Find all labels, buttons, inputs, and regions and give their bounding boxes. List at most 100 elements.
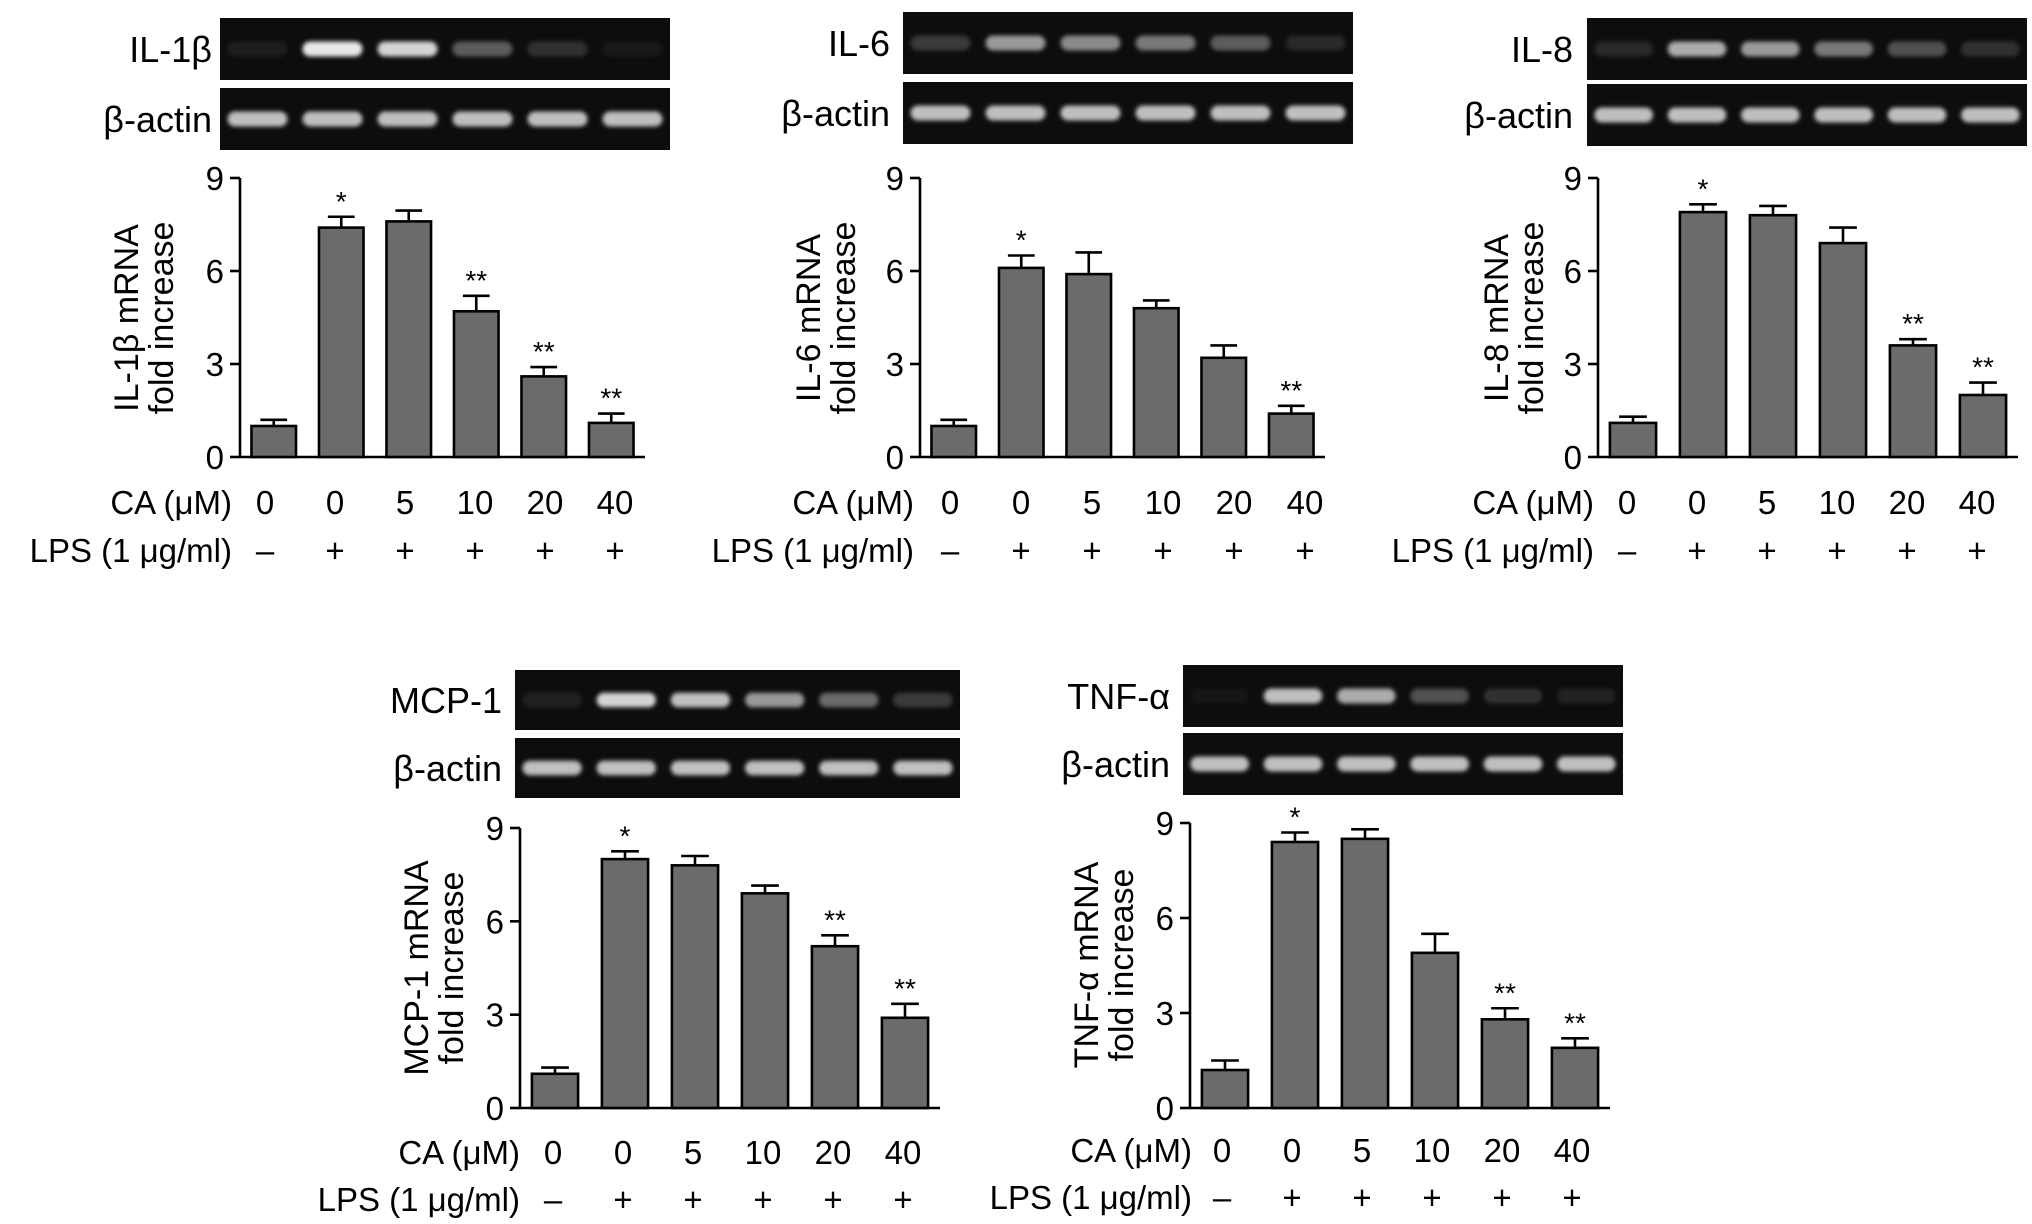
lps-value: +: [1827, 532, 1846, 569]
lps-value: –: [941, 532, 960, 569]
significance-mark: **: [465, 265, 487, 296]
ca-row-label: CA (μM): [110, 484, 232, 521]
lps-value: +: [753, 1181, 772, 1218]
y-tick-label: 3: [1156, 995, 1174, 1032]
ca-value: 20: [1484, 1132, 1521, 1169]
gel-control-frame: [515, 738, 960, 798]
gel-band: [819, 692, 879, 708]
gel-band: [670, 760, 731, 776]
gel-band: [1557, 688, 1616, 704]
gel-band: [1337, 756, 1396, 772]
ca-value: 40: [885, 1134, 922, 1171]
y-tick-label: 9: [206, 160, 224, 197]
y-axis-label: fold increase: [1103, 869, 1141, 1062]
gel-control-label: β-actin: [1464, 95, 1573, 136]
bar: [1608, 421, 1658, 459]
gel-band: [1210, 105, 1271, 121]
gel-target: [1587, 18, 2027, 80]
gel-control-label: β-actin: [1061, 744, 1170, 785]
ca-value: 20: [527, 484, 564, 521]
gel-band: [1667, 107, 1727, 123]
significance-mark: *: [1290, 802, 1301, 833]
gel-label: IL-1β: [129, 29, 212, 70]
bar: [997, 266, 1045, 459]
bar: [810, 944, 860, 1110]
y-tick-label: 0: [1156, 1090, 1174, 1127]
gel-band: [1190, 688, 1249, 704]
gel-band: [1135, 35, 1196, 51]
bar: [1480, 1018, 1530, 1110]
y-tick-label: 9: [886, 160, 904, 197]
gel-band: [1135, 105, 1196, 121]
significance-mark: **: [600, 383, 622, 414]
ca-value: 0: [326, 484, 344, 521]
ca-value: 0: [1283, 1132, 1301, 1169]
gel-target-frame: [1183, 665, 1623, 727]
gel-band: [985, 105, 1046, 121]
gel-band: [1337, 688, 1396, 704]
bar: [1270, 840, 1320, 1110]
gel-target: [903, 12, 1353, 74]
gel-band: [377, 111, 438, 127]
gel-band: [744, 692, 805, 708]
y-tick-label: 0: [206, 439, 224, 476]
y-tick-label: 9: [1156, 805, 1174, 842]
ca-value: 0: [544, 1134, 562, 1171]
gel-band: [1410, 688, 1469, 704]
gel-control-frame: [903, 82, 1353, 144]
lps-row-label: LPS (1 μg/ml): [318, 1181, 520, 1218]
ca-value: 5: [1353, 1132, 1371, 1169]
y-tick-label: 6: [1156, 900, 1174, 937]
ca-value: 10: [1819, 484, 1856, 521]
bar: [1818, 241, 1868, 459]
bar: [1958, 393, 2008, 459]
ca-value: 5: [1083, 484, 1101, 521]
ca-value: 20: [1889, 484, 1926, 521]
gel-band: [1594, 41, 1653, 57]
bar: [1748, 213, 1798, 459]
ca-value: 40: [1554, 1132, 1591, 1169]
y-axis-label: fold increase: [825, 222, 863, 415]
ca-value: 0: [1688, 484, 1706, 521]
bar: [1888, 344, 1938, 459]
lps-row-label: LPS (1 μg/ml): [1392, 532, 1594, 569]
y-axis-label: fold increase: [143, 222, 181, 415]
gel-band: [602, 111, 663, 127]
lps-value: +: [1492, 1179, 1511, 1216]
ca-row-label: CA (μM): [1472, 484, 1594, 521]
ca-value: 5: [396, 484, 414, 521]
y-tick-label: 6: [206, 253, 224, 290]
bar: [1340, 837, 1390, 1110]
gel-target-frame: [903, 12, 1353, 74]
bar: [250, 424, 298, 459]
lps-value: +: [325, 532, 344, 569]
bar: [880, 1016, 930, 1110]
ca-value: 5: [1758, 484, 1776, 521]
gel-control-frame: [1587, 84, 2027, 146]
gel-band: [1483, 688, 1543, 704]
ca-row-label: CA (μM): [1070, 1132, 1192, 1169]
lps-value: +: [1153, 532, 1172, 569]
y-axis-label: fold increase: [1513, 222, 1551, 415]
significance-mark: **: [1972, 352, 1994, 383]
lps-value: +: [613, 1181, 632, 1218]
gel-band: [1285, 35, 1346, 51]
bar: [1132, 306, 1180, 459]
lps-value: +: [1011, 532, 1030, 569]
lps-value: +: [1757, 532, 1776, 569]
ca-value: 20: [1216, 484, 1253, 521]
ca-row-label: CA (μM): [398, 1134, 520, 1171]
bar: [930, 424, 978, 459]
y-tick-label: 6: [486, 903, 504, 940]
gel-band: [670, 692, 731, 708]
gel-control-frame: [220, 88, 670, 150]
gel-band: [1210, 35, 1271, 51]
gel-label: TNF-α: [1067, 676, 1170, 717]
gel-band: [1285, 105, 1346, 121]
bar: [385, 220, 433, 459]
gel-band: [1190, 756, 1249, 772]
bar: [1267, 412, 1315, 459]
